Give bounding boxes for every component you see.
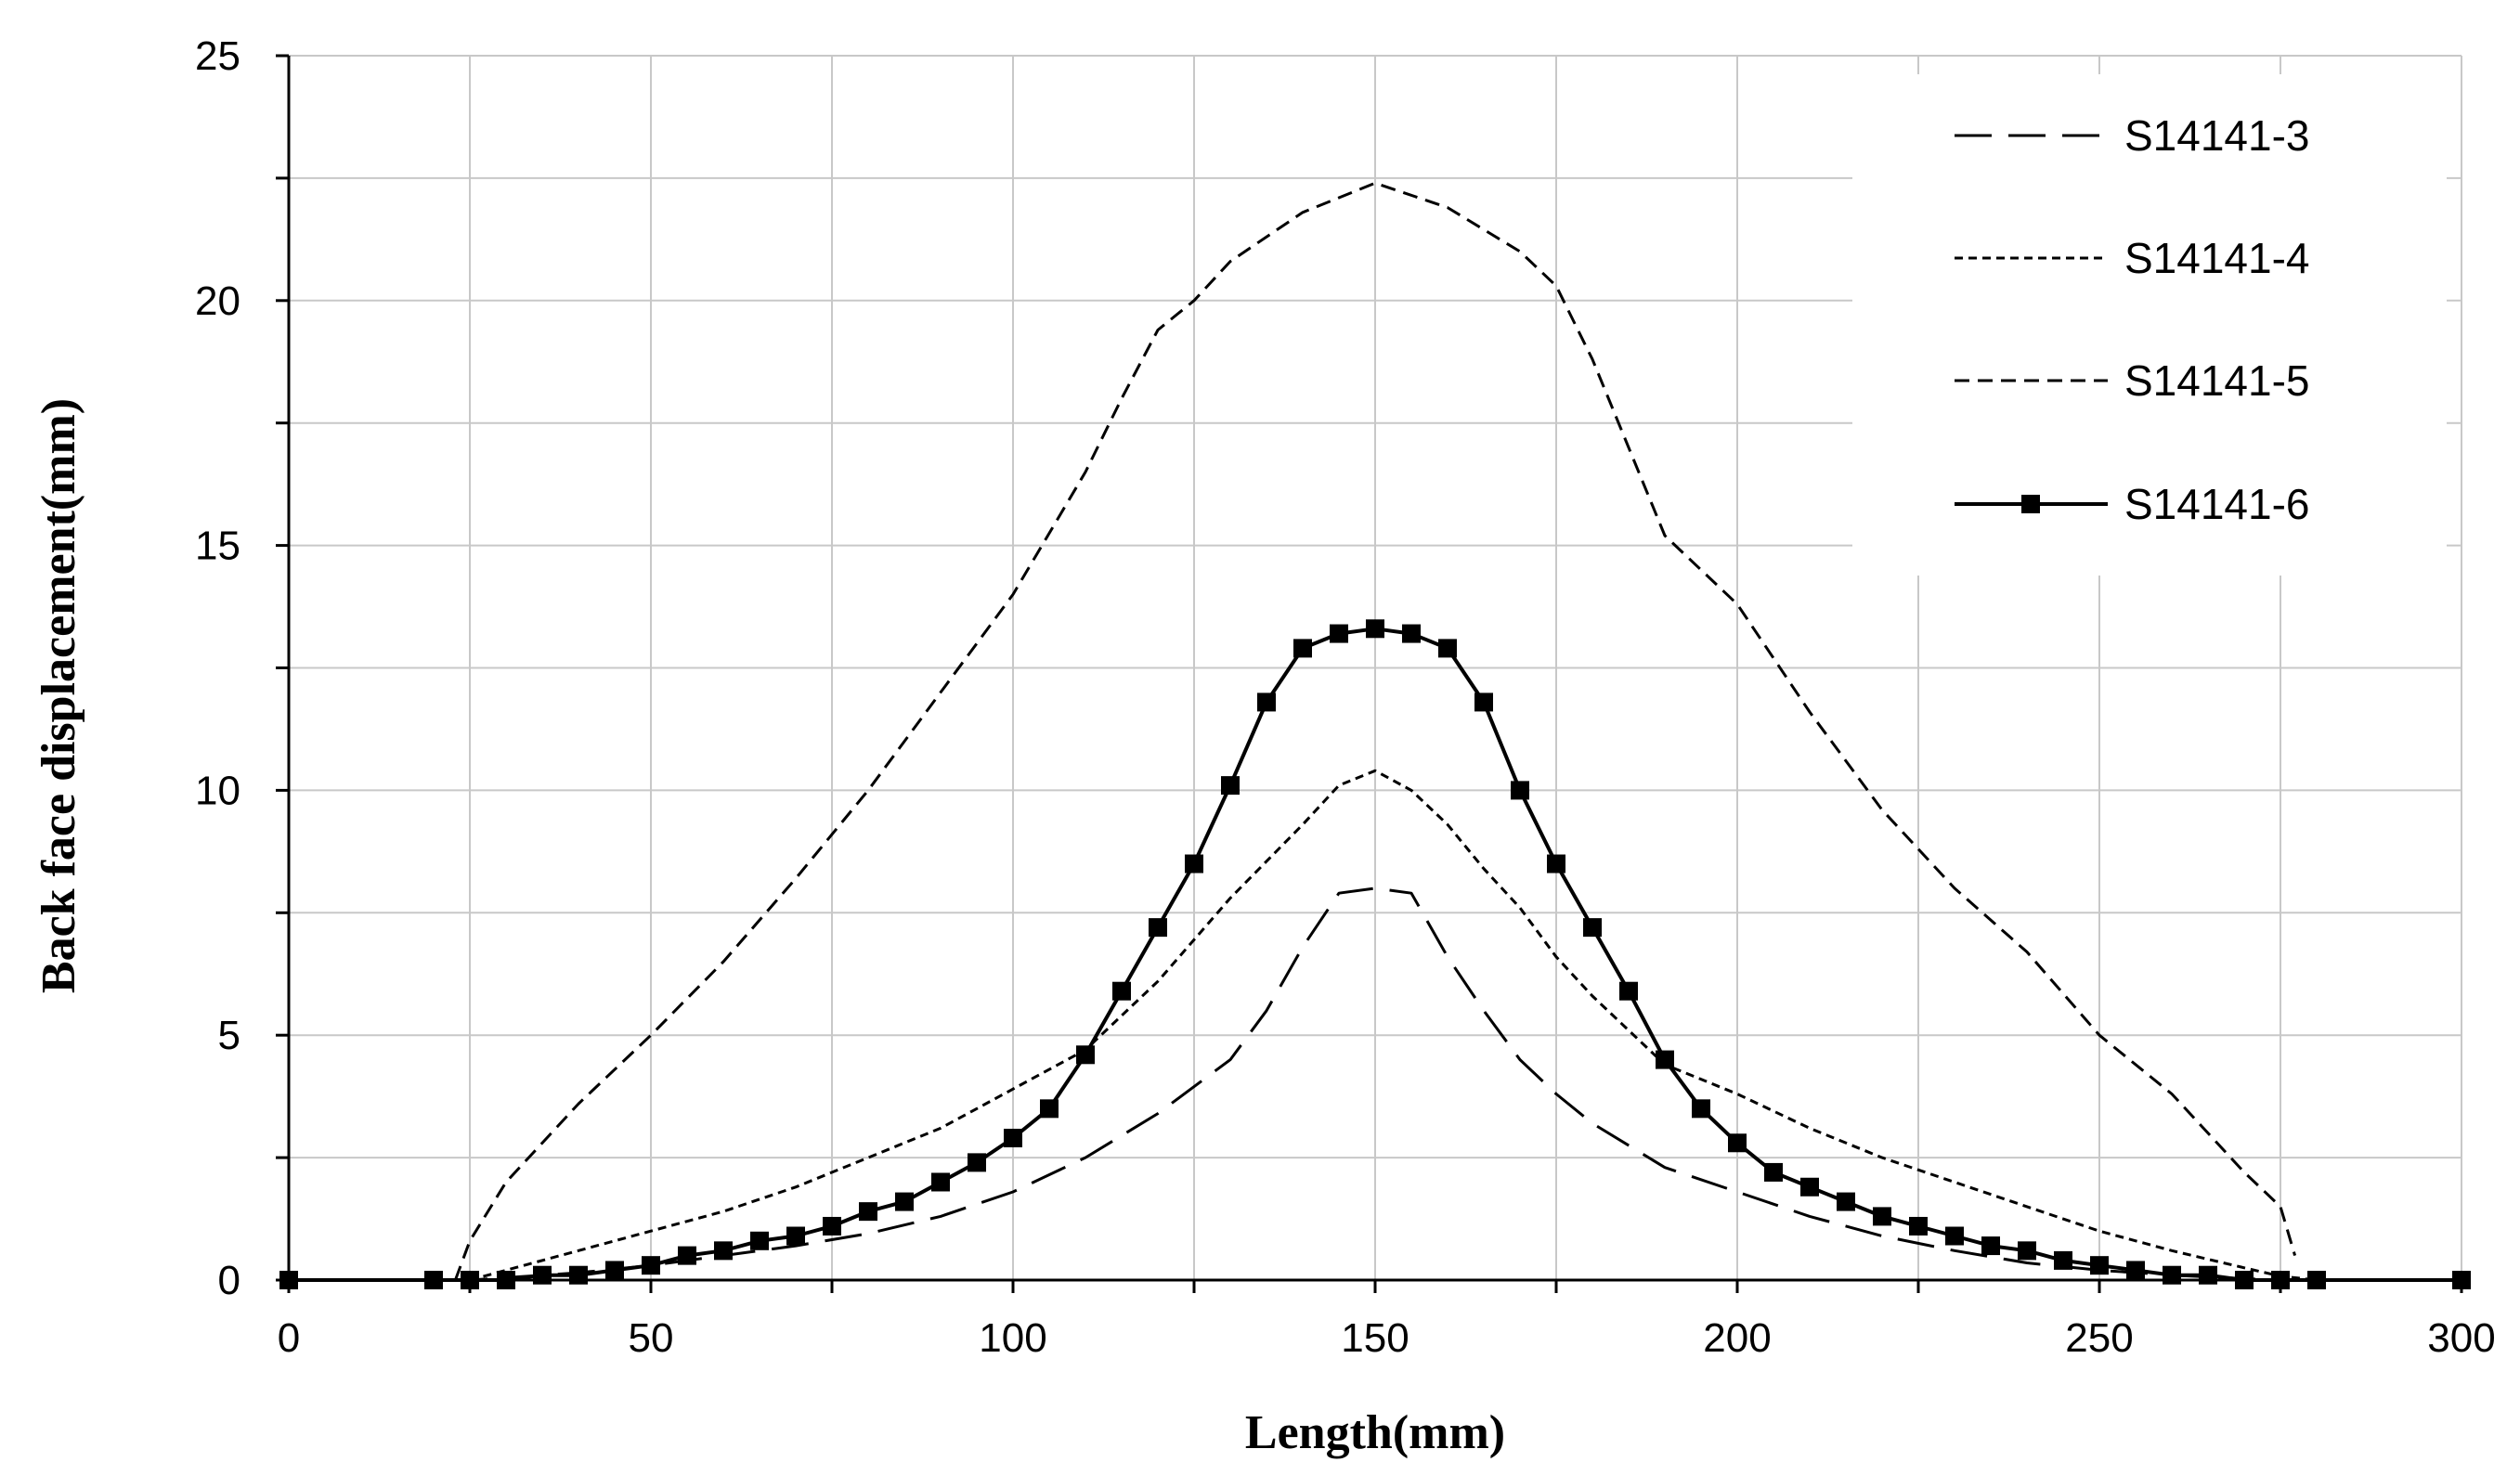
y-tick-label: 15 <box>195 524 240 569</box>
data-point-marker <box>823 1216 841 1236</box>
data-point-marker <box>1293 639 1312 658</box>
series-S14141-4 <box>289 769 2462 1282</box>
series-line-S14141-3 <box>289 886 2462 1282</box>
x-tick-label: 200 <box>1703 1315 1771 1361</box>
data-point-marker <box>2163 1265 2181 1285</box>
data-point-marker <box>1257 692 1276 712</box>
y-axis-title: Back face displacement(mm) <box>32 398 85 993</box>
x-tick-label: 0 <box>278 1315 300 1361</box>
data-point-marker <box>569 1265 588 1285</box>
data-point-marker <box>1112 981 1131 1001</box>
series-line-S14141-4 <box>289 769 2462 1282</box>
data-point-marker <box>1873 1207 1891 1226</box>
data-point-marker <box>1004 1128 1022 1147</box>
legend-item-S14141-3: S14141-3 <box>1955 111 2310 160</box>
legend-label: S14141-5 <box>2124 356 2310 405</box>
data-point-marker <box>1837 1192 1855 1211</box>
x-tick-label: 300 <box>2427 1315 2495 1361</box>
data-point-marker <box>2199 1265 2217 1285</box>
y-tick-label: 10 <box>195 768 240 813</box>
series-S14141-5 <box>453 181 2297 1281</box>
legend: S14141-3 S14141-4 S14141-5 S14141-6 <box>1852 74 2447 576</box>
legend-box <box>1852 74 2447 576</box>
data-point-marker <box>1909 1216 1928 1236</box>
data-point-marker <box>642 1256 660 1275</box>
data-point-marker <box>2018 1241 2036 1261</box>
legend-label: S14141-4 <box>2124 234 2310 282</box>
data-point-marker <box>1366 619 1384 639</box>
data-point-marker <box>750 1231 769 1250</box>
data-point-marker <box>1330 624 1348 643</box>
y-tick-label: 20 <box>195 278 240 324</box>
data-point-marker <box>1764 1162 1783 1182</box>
data-point-marker <box>1438 639 1457 658</box>
data-point-marker <box>714 1241 733 1261</box>
data-point-marker <box>1040 1099 1059 1119</box>
series-S14141-3 <box>289 886 2462 1282</box>
legend-item-S14141-4: S14141-4 <box>1955 234 2310 282</box>
x-tick-label: 150 <box>1341 1315 1409 1361</box>
legend-item-S14141-5: S14141-5 <box>1955 356 2310 405</box>
data-point-marker <box>1221 776 1240 796</box>
x-tick-label: 250 <box>2065 1315 2133 1361</box>
data-point-marker <box>2054 1250 2072 1270</box>
data-point-marker <box>1149 918 1167 938</box>
series-line-S14141-5 <box>453 181 2297 1281</box>
series-group <box>279 181 2471 1289</box>
data-point-marker <box>533 1265 552 1285</box>
data-point-marker <box>895 1192 914 1211</box>
x-tick-label: 50 <box>629 1315 674 1361</box>
data-point-marker <box>968 1153 986 1172</box>
x-axis-title: Length(mm) <box>1245 1406 1505 1459</box>
data-point-marker <box>1728 1133 1747 1153</box>
data-point-marker <box>1692 1099 1710 1119</box>
data-point-marker <box>1656 1050 1674 1069</box>
data-point-marker <box>2126 1261 2145 1280</box>
legend-item-S14141-6: S14141-6 <box>1955 480 2310 528</box>
data-point-marker <box>1981 1236 2000 1256</box>
data-point-marker <box>1511 781 1529 800</box>
y-tick-label: 0 <box>218 1258 240 1303</box>
data-point-marker <box>2090 1256 2109 1275</box>
data-point-marker <box>605 1261 624 1280</box>
data-point-marker <box>931 1172 950 1192</box>
data-point-marker <box>1185 854 1203 873</box>
data-point-marker <box>1619 981 1638 1001</box>
legend-marker-sample <box>2021 495 2040 513</box>
data-point-marker <box>1402 624 1421 643</box>
y-tick-label: 5 <box>218 1013 240 1058</box>
data-point-marker <box>1945 1226 1964 1246</box>
data-point-marker <box>786 1226 805 1246</box>
data-point-marker <box>859 1202 877 1222</box>
data-point-marker <box>1800 1177 1819 1197</box>
y-tick-label: 25 <box>195 33 240 79</box>
data-point-marker <box>1474 692 1493 712</box>
data-point-marker <box>1583 918 1602 938</box>
legend-label: S14141-3 <box>2124 111 2310 160</box>
legend-label: S14141-6 <box>2124 480 2310 528</box>
data-point-marker <box>1076 1045 1095 1065</box>
series-S14141-6 <box>279 619 2471 1289</box>
data-point-marker <box>1547 854 1565 873</box>
data-point-marker <box>678 1246 696 1265</box>
x-tick-label: 100 <box>979 1315 1046 1361</box>
